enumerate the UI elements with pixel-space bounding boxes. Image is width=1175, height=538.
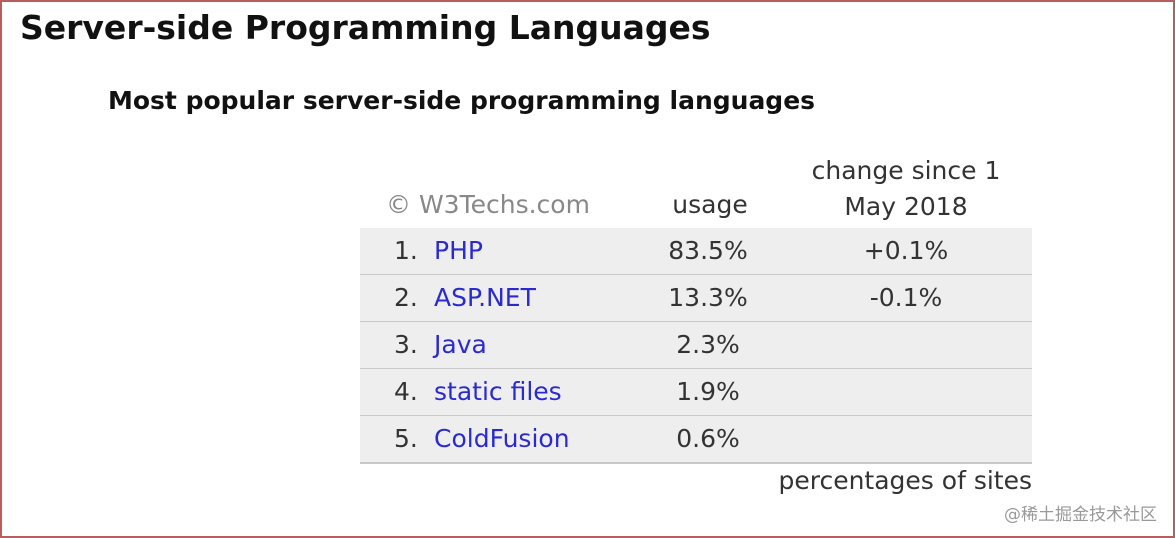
rank: 5. [394,424,418,453]
column-header: usage [672,190,748,219]
language-link[interactable]: PHP [434,236,483,265]
copyright: © W3Techs.com [386,190,590,219]
table-row: 5. ColdFusion 0.6% [360,416,1032,464]
table-row: 1. PHP 83.5% +0.1% [360,228,1032,276]
usage: 2.3% [676,330,740,359]
usage: 0.6% [676,424,740,453]
rank: 2. [394,283,418,312]
page-title: Server-side Programming Languages [20,8,711,47]
rank: 3. [394,330,418,359]
table-row: 2. ASP.NET 13.3% -0.1% [360,275,1032,323]
usage: 1.9% [676,377,740,406]
rank: 4. [394,377,418,406]
footnote: percentages of sites [778,466,1032,495]
usage: 13.3% [668,283,748,312]
table-row: 3. Java 2.3% [360,322,1032,370]
change: +0.1% [863,236,949,265]
language-link[interactable]: Java [434,330,487,359]
column-header: change since 1 May 2018 [811,156,1001,221]
language-link[interactable]: static files [434,377,562,406]
language-link[interactable]: ASP.NET [434,283,536,312]
usage: 83.5% [668,236,748,265]
watermark: @稀土掘金技术社区 [1004,505,1157,525]
subtitle: Most popular server-side programming lan… [108,86,816,115]
language-link[interactable]: ColdFusion [434,424,570,453]
change: -0.1% [869,283,943,312]
table-row: 4. static files 1.9% [360,369,1032,417]
rank: 1. [394,236,418,265]
